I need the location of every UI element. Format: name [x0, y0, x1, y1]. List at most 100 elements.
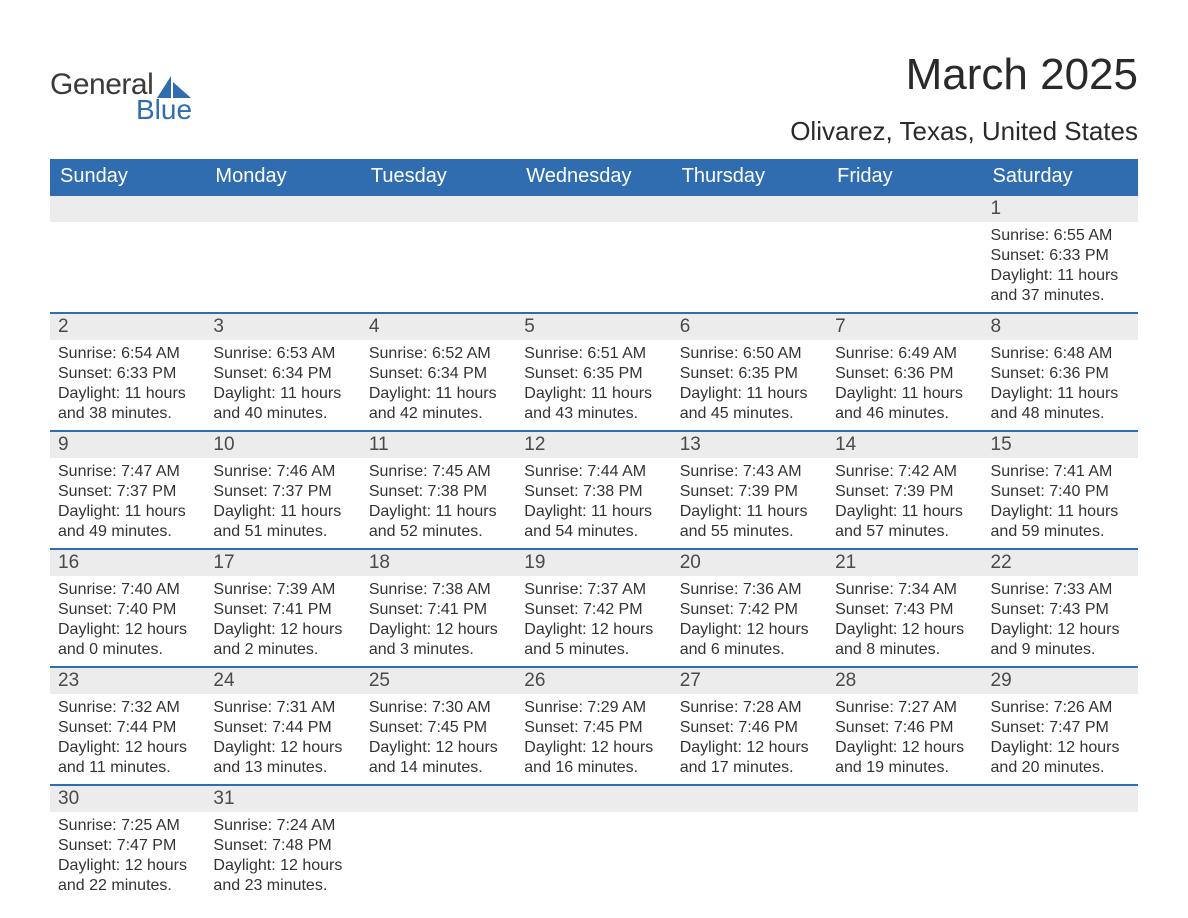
day-cell-header: 15 — [983, 431, 1138, 458]
header: General Blue March 2025 Olivarez, Texas,… — [50, 50, 1138, 147]
day-header: Tuesday — [361, 159, 516, 195]
day-cell-header — [361, 785, 516, 812]
day-details: Sunrise: 7:44 AMSunset: 7:38 PMDaylight:… — [516, 458, 671, 548]
day-details: Sunrise: 7:29 AMSunset: 7:45 PMDaylight:… — [516, 694, 671, 784]
day-number: 24 — [205, 668, 360, 694]
day-cell-header — [827, 195, 982, 222]
day-details: Sunrise: 6:50 AMSunset: 6:35 PMDaylight:… — [672, 340, 827, 430]
day-cell-header — [516, 195, 671, 222]
day-cell-body: Sunrise: 6:49 AMSunset: 6:36 PMDaylight:… — [827, 340, 982, 431]
day-header-row: SundayMondayTuesdayWednesdayThursdayFrid… — [50, 159, 1138, 195]
day-details: Sunrise: 7:34 AMSunset: 7:43 PMDaylight:… — [827, 576, 982, 666]
day-cell-header: 24 — [205, 667, 360, 694]
day-details: Sunrise: 7:38 AMSunset: 7:41 PMDaylight:… — [361, 576, 516, 666]
day-details: Sunrise: 7:33 AMSunset: 7:43 PMDaylight:… — [983, 576, 1138, 666]
day-details: Sunrise: 7:28 AMSunset: 7:46 PMDaylight:… — [672, 694, 827, 784]
day-number: 4 — [361, 314, 516, 340]
day-number: 23 — [50, 668, 205, 694]
day-cell-header: 14 — [827, 431, 982, 458]
day-cell-header — [983, 785, 1138, 812]
day-cell-body: Sunrise: 7:43 AMSunset: 7:39 PMDaylight:… — [672, 458, 827, 549]
day-cell-header: 9 — [50, 431, 205, 458]
day-header: Wednesday — [516, 159, 671, 195]
day-number: 26 — [516, 668, 671, 694]
day-cell-body — [361, 222, 516, 313]
day-cell-header — [672, 195, 827, 222]
day-cell-body — [516, 222, 671, 313]
day-number: 7 — [827, 314, 982, 340]
day-details: Sunrise: 7:43 AMSunset: 7:39 PMDaylight:… — [672, 458, 827, 548]
day-cell-body: Sunrise: 6:54 AMSunset: 6:33 PMDaylight:… — [50, 340, 205, 431]
day-cell-header: 7 — [827, 313, 982, 340]
day-details: Sunrise: 7:25 AMSunset: 7:47 PMDaylight:… — [50, 812, 205, 902]
day-details: Sunrise: 7:47 AMSunset: 7:37 PMDaylight:… — [50, 458, 205, 548]
day-cell-body: Sunrise: 7:39 AMSunset: 7:41 PMDaylight:… — [205, 576, 360, 667]
day-cell-body: Sunrise: 6:53 AMSunset: 6:34 PMDaylight:… — [205, 340, 360, 431]
day-cell-body: Sunrise: 7:37 AMSunset: 7:42 PMDaylight:… — [516, 576, 671, 667]
day-details: Sunrise: 6:53 AMSunset: 6:34 PMDaylight:… — [205, 340, 360, 430]
day-cell-body: Sunrise: 6:55 AMSunset: 6:33 PMDaylight:… — [983, 222, 1138, 313]
day-cell-header — [672, 785, 827, 812]
day-number: 6 — [672, 314, 827, 340]
day-number: 11 — [361, 432, 516, 458]
week-data-row: Sunrise: 7:47 AMSunset: 7:37 PMDaylight:… — [50, 458, 1138, 549]
day-cell-header — [361, 195, 516, 222]
day-details: Sunrise: 7:46 AMSunset: 7:37 PMDaylight:… — [205, 458, 360, 548]
day-cell-header: 4 — [361, 313, 516, 340]
day-number: 12 — [516, 432, 671, 458]
day-details: Sunrise: 7:37 AMSunset: 7:42 PMDaylight:… — [516, 576, 671, 666]
day-header: Friday — [827, 159, 982, 195]
day-number: 30 — [50, 786, 205, 812]
day-cell-body: Sunrise: 7:31 AMSunset: 7:44 PMDaylight:… — [205, 694, 360, 785]
day-cell-body: Sunrise: 7:44 AMSunset: 7:38 PMDaylight:… — [516, 458, 671, 549]
day-cell-body: Sunrise: 7:34 AMSunset: 7:43 PMDaylight:… — [827, 576, 982, 667]
day-number: 9 — [50, 432, 205, 458]
day-cell-header: 28 — [827, 667, 982, 694]
day-cell-body: Sunrise: 7:28 AMSunset: 7:46 PMDaylight:… — [672, 694, 827, 785]
week-daynum-row: 2345678 — [50, 313, 1138, 340]
day-cell-header — [50, 195, 205, 222]
day-cell-header: 6 — [672, 313, 827, 340]
day-cell-header — [827, 785, 982, 812]
day-number: 20 — [672, 550, 827, 576]
week-data-row: Sunrise: 6:55 AMSunset: 6:33 PMDaylight:… — [50, 222, 1138, 313]
day-cell-body: Sunrise: 7:46 AMSunset: 7:37 PMDaylight:… — [205, 458, 360, 549]
day-number: 28 — [827, 668, 982, 694]
day-details: Sunrise: 7:41 AMSunset: 7:40 PMDaylight:… — [983, 458, 1138, 548]
day-cell-body: Sunrise: 7:40 AMSunset: 7:40 PMDaylight:… — [50, 576, 205, 667]
day-cell-body: Sunrise: 7:25 AMSunset: 7:47 PMDaylight:… — [50, 812, 205, 902]
week-data-row: Sunrise: 7:40 AMSunset: 7:40 PMDaylight:… — [50, 576, 1138, 667]
day-cell-header: 5 — [516, 313, 671, 340]
day-header: Saturday — [983, 159, 1138, 195]
day-number: 10 — [205, 432, 360, 458]
day-cell-body: Sunrise: 7:24 AMSunset: 7:48 PMDaylight:… — [205, 812, 360, 902]
day-number: 8 — [983, 314, 1138, 340]
day-details: Sunrise: 6:51 AMSunset: 6:35 PMDaylight:… — [516, 340, 671, 430]
day-cell-header: 30 — [50, 785, 205, 812]
day-cell-body — [672, 222, 827, 313]
day-details: Sunrise: 6:49 AMSunset: 6:36 PMDaylight:… — [827, 340, 982, 430]
day-header: Sunday — [50, 159, 205, 195]
day-cell-body: Sunrise: 6:52 AMSunset: 6:34 PMDaylight:… — [361, 340, 516, 431]
week-daynum-row: 9101112131415 — [50, 431, 1138, 458]
day-cell-body: Sunrise: 7:42 AMSunset: 7:39 PMDaylight:… — [827, 458, 982, 549]
day-cell-body: Sunrise: 6:51 AMSunset: 6:35 PMDaylight:… — [516, 340, 671, 431]
day-cell-body: Sunrise: 7:26 AMSunset: 7:47 PMDaylight:… — [983, 694, 1138, 785]
day-cell-body — [205, 222, 360, 313]
day-cell-header: 31 — [205, 785, 360, 812]
title-block: March 2025 Olivarez, Texas, United State… — [790, 50, 1138, 147]
day-cell-header: 13 — [672, 431, 827, 458]
day-details: Sunrise: 7:42 AMSunset: 7:39 PMDaylight:… — [827, 458, 982, 548]
day-details: Sunrise: 7:40 AMSunset: 7:40 PMDaylight:… — [50, 576, 205, 666]
day-cell-body — [983, 812, 1138, 902]
day-details: Sunrise: 7:24 AMSunset: 7:48 PMDaylight:… — [205, 812, 360, 902]
day-cell-header: 12 — [516, 431, 671, 458]
day-details: Sunrise: 7:32 AMSunset: 7:44 PMDaylight:… — [50, 694, 205, 784]
day-cell-header: 19 — [516, 549, 671, 576]
day-details: Sunrise: 7:31 AMSunset: 7:44 PMDaylight:… — [205, 694, 360, 784]
day-cell-body — [50, 222, 205, 313]
day-cell-header: 3 — [205, 313, 360, 340]
week-daynum-row: 23242526272829 — [50, 667, 1138, 694]
day-number: 18 — [361, 550, 516, 576]
day-cell-body: Sunrise: 7:29 AMSunset: 7:45 PMDaylight:… — [516, 694, 671, 785]
